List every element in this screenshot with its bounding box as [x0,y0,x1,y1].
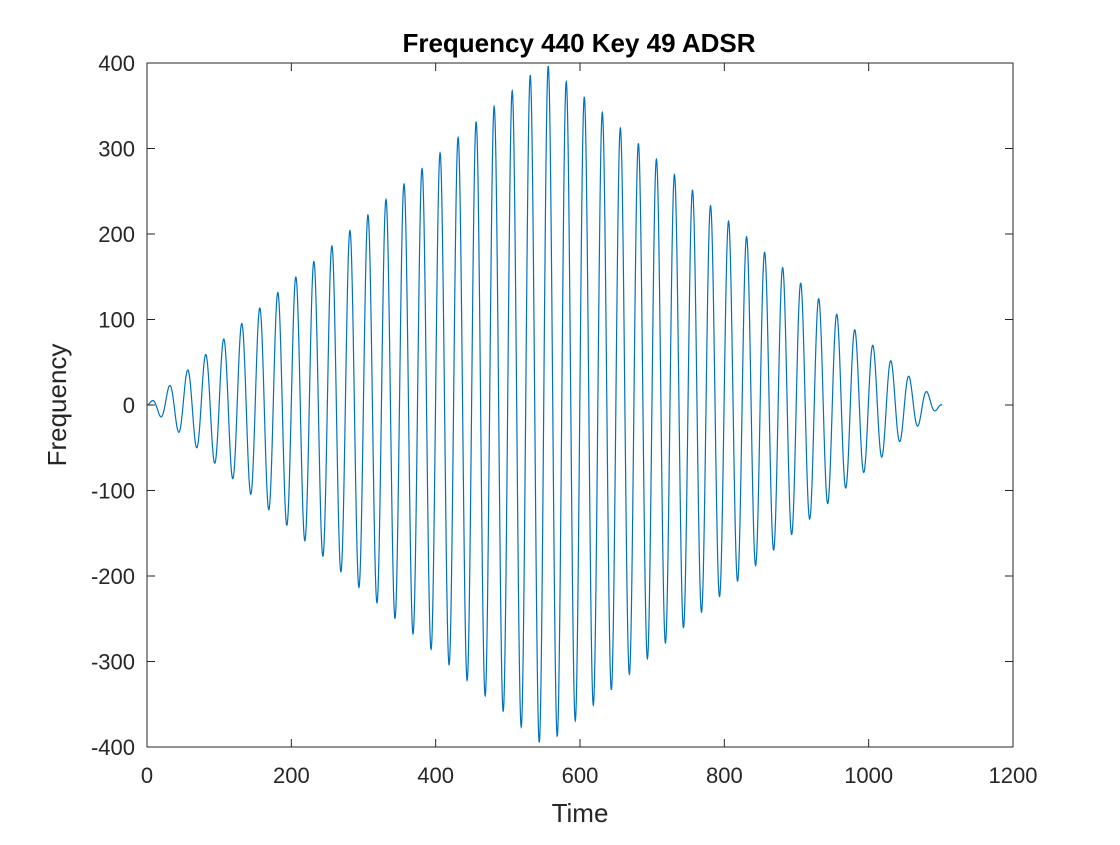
x-axis-label: Time [552,798,609,828]
y-tick-label: 400 [98,51,135,76]
series-layer [146,65,943,743]
x-tick-label: 200 [273,763,310,788]
y-tick-label: -100 [91,479,135,504]
x-tick-label: 400 [417,763,454,788]
x-tick-label: 600 [562,763,599,788]
x-tick-label: 1200 [989,763,1038,788]
y-tick-label: -300 [91,650,135,675]
y-tick-label: 300 [98,137,135,162]
y-tick-label: 200 [98,222,135,247]
y-tick-label: 100 [98,308,135,333]
ticks-layer: 0 200 400 600 800 1000 12004003002001000-100-2… [91,51,1038,788]
y-tick-label: 0 [123,393,135,418]
chart-title: Frequency 440 Key 49 ADSR [402,28,755,58]
y-tick-label: -200 [91,564,135,589]
series-line [146,65,943,743]
x-tick-label: 1000 [844,763,893,788]
y-tick-label: -400 [91,735,135,760]
x-tick-label: 0 [141,763,153,788]
y-axis-label: Frequency [42,344,72,467]
x-tick-label: 800 [706,763,743,788]
